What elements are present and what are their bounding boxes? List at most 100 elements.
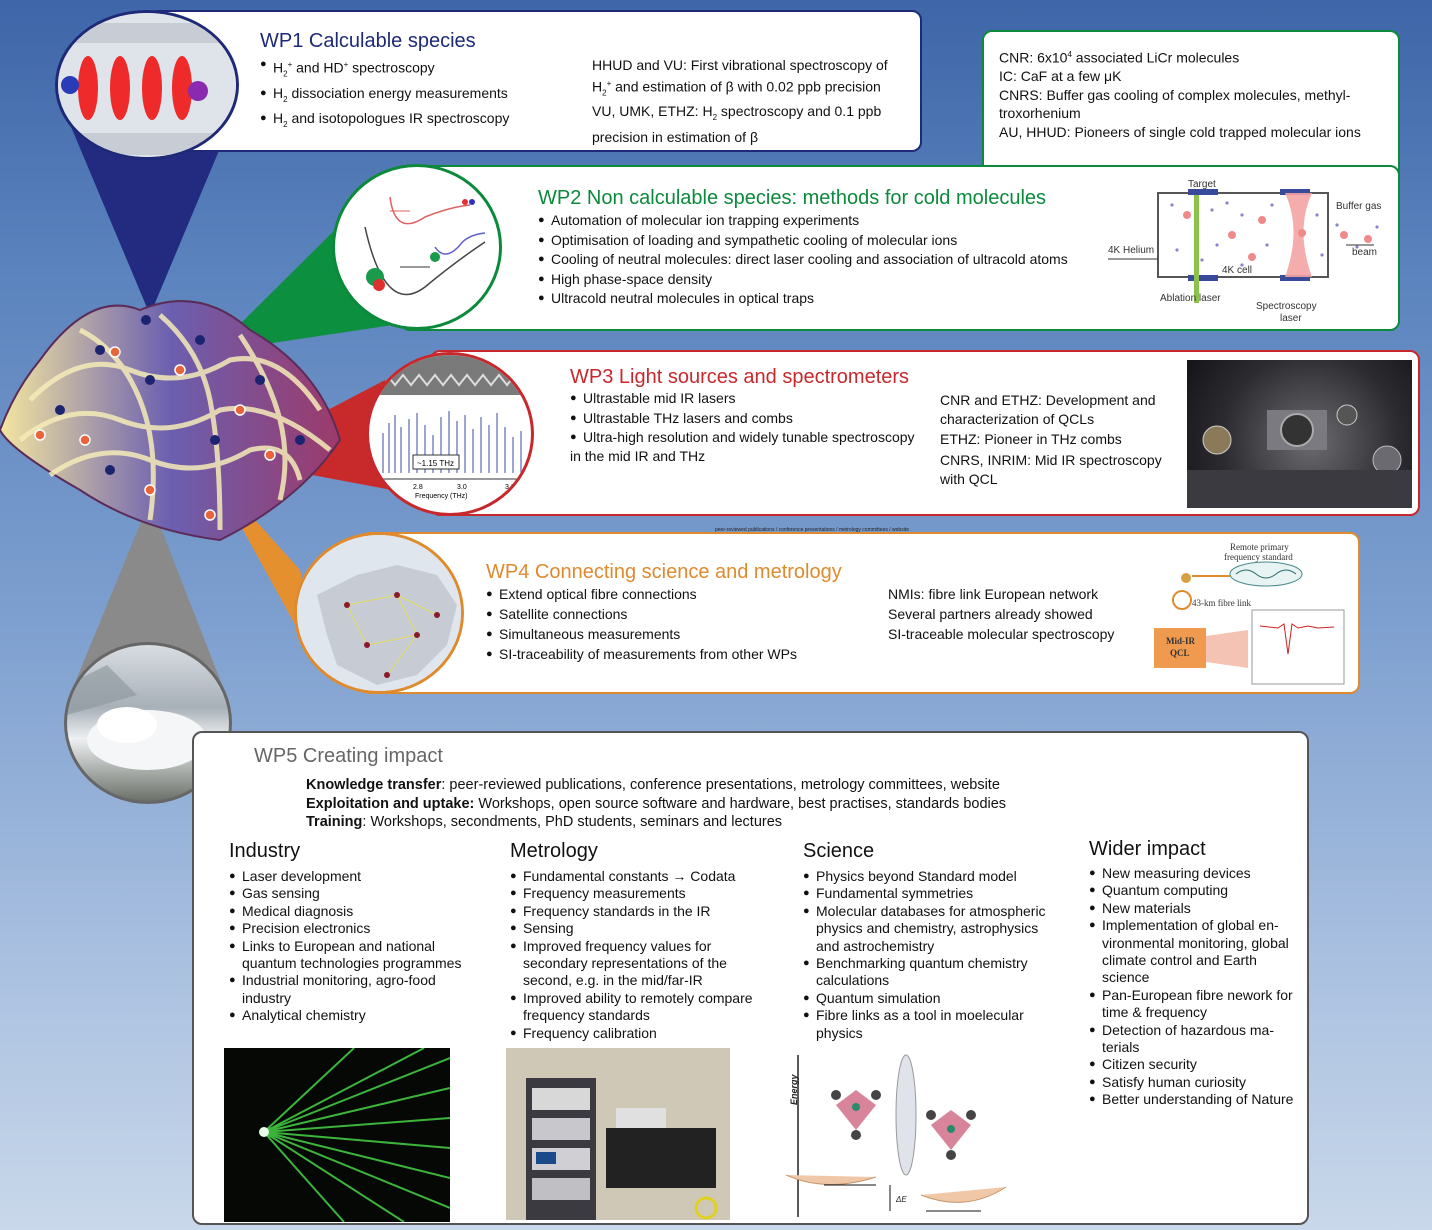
- instrument-rack-photo: [506, 1048, 730, 1220]
- tick-label: 2.8: [413, 484, 423, 491]
- list-item: Quantum computing: [1089, 882, 1294, 900]
- list-item: Better understanding of Nature: [1089, 1091, 1294, 1109]
- list-item: Detection of hazardous ma-terials: [1089, 1022, 1294, 1057]
- wider-impact-list: New measuring devices Quantum computing …: [1089, 865, 1294, 1109]
- wp3-spectrum-image: ~1.15 THz 2.8 3.0 3.2 Frequency (THz): [366, 352, 534, 516]
- qcl-label-2: QCL: [1170, 648, 1190, 658]
- list-item: Cooling of neutral molecules: direct las…: [538, 250, 1068, 270]
- list-item: Fundamental symmetries: [803, 885, 1061, 903]
- wp1-bullets: H2+ and HD+ spectroscopy H2 dissociation…: [260, 55, 509, 135]
- fibre-link-diagram: Remote primary frequency standard 43-km …: [1154, 542, 1345, 685]
- list-item: Automation of molecular ion trapping exp…: [538, 211, 1068, 231]
- frequency-axis-label: Frequency (THz): [415, 493, 468, 500]
- list-item: New measuring devices: [1089, 865, 1294, 883]
- wp3-partners: CNR and ETHZ: Development and characteri…: [940, 392, 1162, 487]
- wp3-bullet-continuation: in the mid IR and THz: [570, 448, 706, 464]
- list-item: Frequency measurements: [510, 885, 768, 903]
- tiny-note: peer-reviewed publications / conference …: [715, 527, 909, 533]
- list-item: Analytical chemistry: [229, 1007, 477, 1025]
- list-item: H2 dissociation energy measurements: [260, 84, 509, 109]
- spectroscopy-laser-label: laser: [1280, 313, 1302, 324]
- list-item: Frequency calibration: [510, 1025, 768, 1043]
- thz-spacing-label: ~1.15 THz: [417, 459, 454, 468]
- list-item: Links to European and national quantum t…: [229, 938, 477, 973]
- industry-list: Laser development Gas sensing Medical di…: [229, 868, 477, 1025]
- wp1-partners: HHUD and VU: First vibrational spectrosc…: [592, 57, 888, 145]
- buffer-gas-label: Buffer gas: [1336, 201, 1381, 212]
- remote-standard-label: Remote primary: [1230, 542, 1289, 552]
- optical-lattice-surface: [0, 300, 342, 542]
- wp3-lab-photo: [1187, 360, 1412, 508]
- list-item: Improved frequency values for secondary …: [510, 938, 768, 990]
- list-item: Fibre links as a tool in moelecular phys…: [803, 1007, 1061, 1042]
- helium-label: 4K Helium: [1108, 245, 1154, 256]
- wp3-bullets: Ultrastable mid IR lasers Ultrastable TH…: [570, 389, 915, 448]
- list-item: Benchmarking quantum chemistry calculati…: [803, 955, 1061, 990]
- list-item: Optimisation of loading and sympathetic …: [538, 231, 1068, 251]
- spectroscopy-label: Spectroscopy: [1256, 301, 1317, 312]
- qcl-label: Mid-IR: [1166, 636, 1196, 646]
- list-item: Implementation of global en-vironmental …: [1089, 917, 1294, 987]
- wp5-cone: [68, 500, 228, 700]
- target-label: Target: [1188, 179, 1216, 190]
- cell-label: 4K cell: [1222, 265, 1252, 276]
- list-item: Satisfy human curiosity: [1089, 1074, 1294, 1092]
- list-item: Quantum simulation: [803, 990, 1061, 1008]
- list-item: Frequency standards in the IR: [510, 903, 768, 921]
- wp2-bullets: Automation of molecular ion trapping exp…: [538, 211, 1068, 309]
- wp2-title: WP2 Non calculable species: methods for …: [538, 187, 1047, 209]
- wp2-potential-image: [332, 164, 502, 330]
- list-item: Gas sensing: [229, 885, 477, 903]
- list-item: Molecular databases for atmospheric phys…: [803, 903, 1061, 955]
- wp2-panel: WP2 Non calculable species: methods for …: [400, 165, 1400, 331]
- science-list: Physics beyond Standard model Fundamenta…: [803, 868, 1061, 1042]
- wp4-partners: NMIs: fibre link European network Severa…: [888, 586, 1115, 642]
- list-item: Laser development: [229, 868, 477, 886]
- list-item: Ultra-high resolution and widely tunable…: [570, 428, 915, 448]
- industry-heading: Industry: [229, 840, 301, 862]
- laser-beams-photo: [224, 1048, 450, 1222]
- list-item: SI-traceability of measurements from oth…: [486, 644, 797, 664]
- wp4-bullets: Extend optical fibre connections Satelli…: [486, 584, 797, 664]
- wp4-panel: WP4 Connecting science and metrology Ext…: [360, 532, 1360, 694]
- list-item: Satellite connections: [486, 604, 797, 624]
- list-item: H2 and isotopologues IR spectroscopy: [260, 109, 509, 134]
- wider-impact-heading: Wider impact: [1089, 838, 1206, 860]
- wp1-title: WP1 Calculable species: [260, 30, 476, 52]
- metrology-heading: Metrology: [510, 840, 598, 862]
- list-item: Simultaneous measurements: [486, 624, 797, 644]
- list-item: Ultracold neutral molecules in optical t…: [538, 289, 1068, 309]
- list-item: New materials: [1089, 900, 1294, 918]
- list-item: Ultrastable mid IR lasers: [570, 389, 915, 409]
- list-item: Medical diagnosis: [229, 903, 477, 921]
- energy-axis-label: Energy: [789, 1073, 799, 1105]
- ablation-label: Ablation laser: [1160, 293, 1221, 304]
- molecule-energy-figure: Energy ΔE: [786, 1054, 1007, 1217]
- wp1-ion-trap-image: [55, 10, 239, 160]
- list-item: Sensing: [510, 920, 768, 938]
- tick-label: 3.0: [457, 484, 467, 491]
- wp5-avalanche-photo: [64, 642, 232, 804]
- list-item: Precision electronics: [229, 920, 477, 938]
- buffer-gas-cell-diagram: Target Buffer gas beam 4K Helium 4K cell…: [1108, 179, 1381, 324]
- list-item: Improved ability to remotely compare fre…: [510, 990, 768, 1025]
- wp5-panel: WP5 Creating impact Knowledge transfer: …: [192, 731, 1309, 1225]
- wp4-title: WP4 Connecting science and metrology: [486, 561, 842, 583]
- remote-standard-label-2: frequency standard: [1224, 552, 1293, 562]
- list-item: High phase-space density: [538, 270, 1068, 290]
- list-item: Fundamental constants → Codata: [510, 868, 768, 886]
- wp1-panel: WP1 Calculable species H2+ and HD+ spect…: [148, 10, 922, 152]
- wp5-transfer-block: Knowledge transfer: peer-reviewed public…: [306, 777, 1007, 830]
- list-item: Citizen security: [1089, 1056, 1294, 1074]
- list-item: Industrial monitoring, agro-food industr…: [229, 972, 477, 1007]
- list-item: Physics beyond Standard model: [803, 868, 1061, 886]
- science-heading: Science: [803, 840, 875, 862]
- delta-e-label: ΔE: [895, 1195, 907, 1204]
- list-item: Ultrastable THz lasers and combs: [570, 409, 915, 429]
- list-item: Pan-European fibre nework for time & fre…: [1089, 987, 1294, 1022]
- list-item: Extend optical fibre connections: [486, 584, 797, 604]
- list-item: H2+ and HD+ spectroscopy: [260, 55, 509, 84]
- wp3-panel: WP3 Light sources and spectrometers Ultr…: [430, 350, 1420, 516]
- fibre-link-label: 43-km fibre link: [1192, 598, 1251, 608]
- wp3-title: WP3 Light sources and spectrometers: [570, 366, 910, 388]
